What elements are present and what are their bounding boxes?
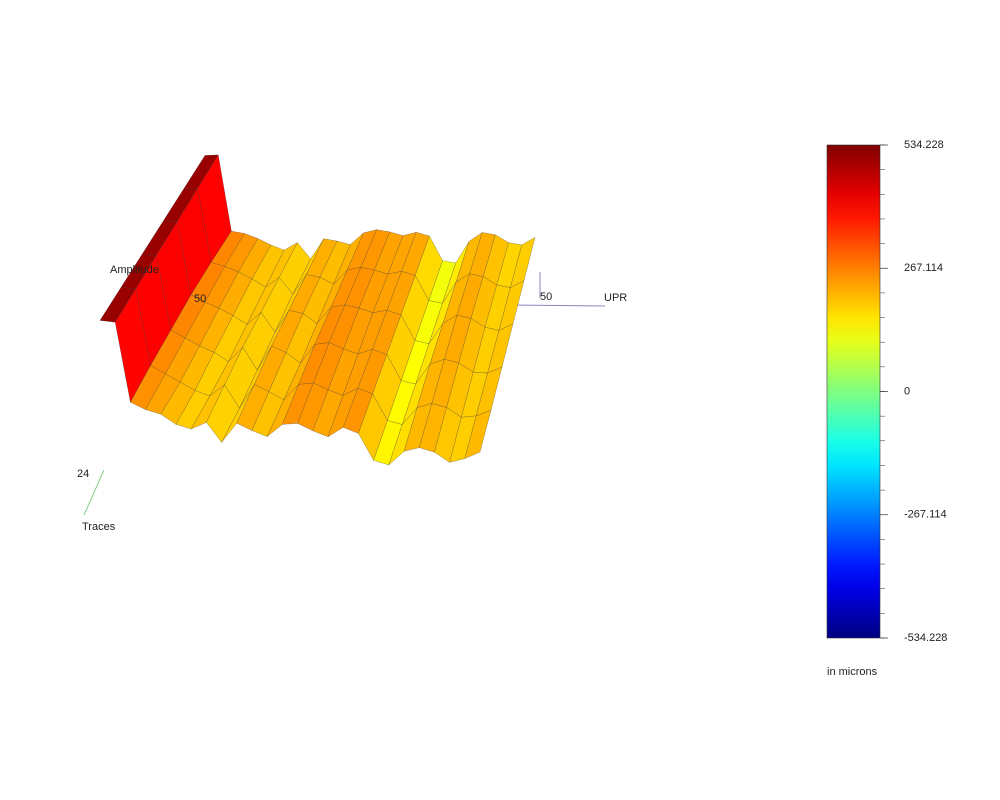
z-axis-label: Amplitude bbox=[110, 264, 159, 276]
surface-cell bbox=[464, 409, 492, 459]
colorbar-tick-label: 534.228 bbox=[904, 139, 944, 151]
colorbar-tick-label: -534.228 bbox=[904, 632, 947, 644]
colorbar-tick-label: 0 bbox=[904, 385, 910, 397]
colorbar-tick-label: 267.114 bbox=[904, 262, 943, 274]
colorbar bbox=[826, 144, 881, 639]
z-mark-label: 50 bbox=[194, 293, 206, 305]
y-axis-label: Traces bbox=[82, 521, 116, 533]
x-axis-label: UPR bbox=[604, 292, 627, 304]
traces-axis bbox=[83, 469, 105, 516]
x-end-label: 50 bbox=[540, 291, 552, 303]
colorbar-label: in microns bbox=[827, 666, 878, 678]
y-end-label: 24 bbox=[77, 468, 89, 480]
colorbar-tick-label: -267.114 bbox=[904, 509, 947, 521]
